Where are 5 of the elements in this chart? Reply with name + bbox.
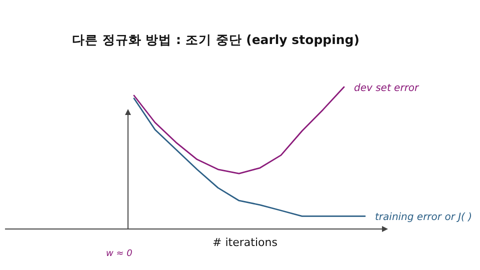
chart-title: 다른 정규화 방법 : 조기 중단 (early stopping): [72, 32, 360, 47]
series-label: dev set error: [354, 83, 420, 94]
series-label: training error or J( ): [375, 212, 472, 224]
x-axis-title: # iterations: [212, 236, 278, 249]
text: w ≈ 0: [106, 249, 133, 259]
